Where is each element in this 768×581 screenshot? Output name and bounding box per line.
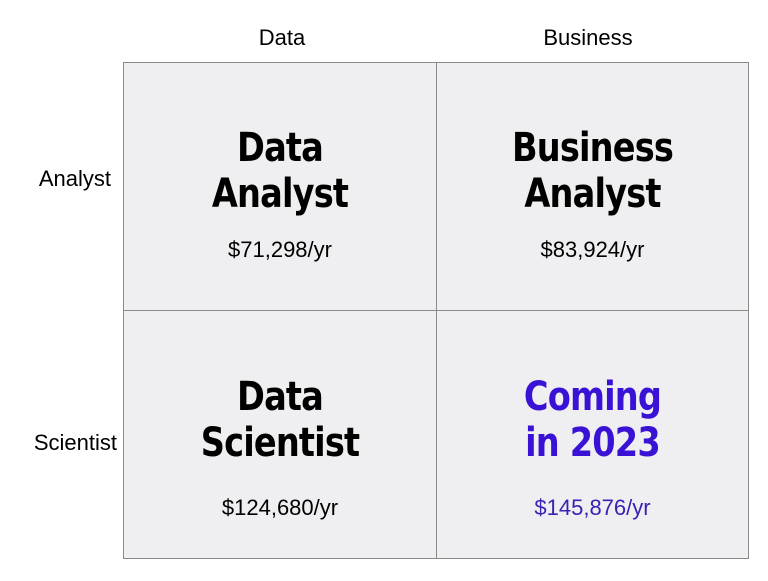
column-header-business: Business [543, 25, 633, 50]
cell-title: Business Analyst [462, 125, 723, 217]
cell-title-line: Scientist [200, 420, 360, 466]
row-header-analyst: Analyst [38, 166, 111, 191]
cell-salary: $83,924/yr [540, 237, 645, 262]
cell-title-line: Coming [523, 374, 662, 420]
row-header-scientist: Scientist [33, 430, 117, 455]
cell-data-analyst: Data Analyst $71,298/yr [123, 62, 437, 311]
cell-title-line: Analyst [211, 171, 349, 217]
cell-title-line: Data [237, 125, 324, 171]
cell-business-analyst: Business Analyst $83,924/yr [436, 62, 749, 311]
cell-title: Data Analyst [149, 125, 411, 217]
cell-title-line: Data [237, 374, 324, 420]
cell-title-highlight: Coming in 2023 [462, 374, 723, 466]
cell-title-line: Business [511, 125, 674, 171]
cell-title-line: Analyst [524, 171, 661, 217]
cell-salary: $124,680/yr [221, 495, 339, 520]
column-header-data: Data [258, 25, 306, 50]
cell-data-scientist: Data Scientist $124,680/yr [123, 310, 437, 559]
cell-title: Data Scientist [149, 374, 411, 466]
cell-title-line: in 2023 [525, 420, 661, 466]
cell-salary-highlight: $145,876/yr [534, 495, 651, 520]
cell-coming-in-2023: Coming in 2023 $145,876/yr [436, 310, 749, 559]
cell-salary: $71,298/yr [228, 237, 332, 262]
